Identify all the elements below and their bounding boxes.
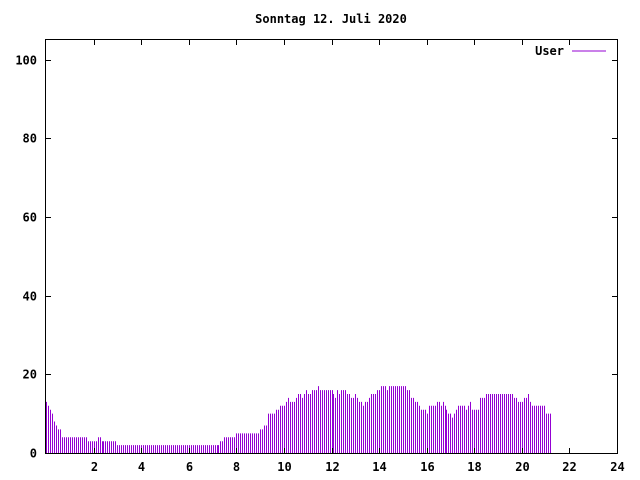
x-tick-label: 10 xyxy=(277,460,291,474)
tick-group xyxy=(46,40,618,454)
x-tick-label: 16 xyxy=(420,460,434,474)
y-tick-label: 80 xyxy=(23,132,37,146)
x-tick-label: 24 xyxy=(610,460,624,474)
y-tick-label: 0 xyxy=(30,447,37,461)
legend: User xyxy=(535,44,606,58)
plot-frame xyxy=(45,39,618,454)
x-tick-label: 14 xyxy=(372,460,386,474)
x-tick-label: 8 xyxy=(233,460,240,474)
bar-group xyxy=(46,386,551,453)
x-tick-label: 18 xyxy=(467,460,481,474)
chart-title: Sonntag 12. Juli 2020 xyxy=(255,12,407,26)
x-tick-label: 20 xyxy=(515,460,529,474)
y-tick-label: 100 xyxy=(15,54,37,68)
y-tick-label: 60 xyxy=(23,211,37,225)
y-tick-label: 40 xyxy=(23,290,37,304)
legend-label-user: User xyxy=(535,44,564,58)
y-tick-label: 20 xyxy=(23,368,37,382)
x-tick-label: 4 xyxy=(138,460,145,474)
x-tick-label: 6 xyxy=(186,460,193,474)
x-tick-label: 2 xyxy=(91,460,98,474)
x-tick-label: 12 xyxy=(325,460,339,474)
x-tick-label: 22 xyxy=(562,460,576,474)
